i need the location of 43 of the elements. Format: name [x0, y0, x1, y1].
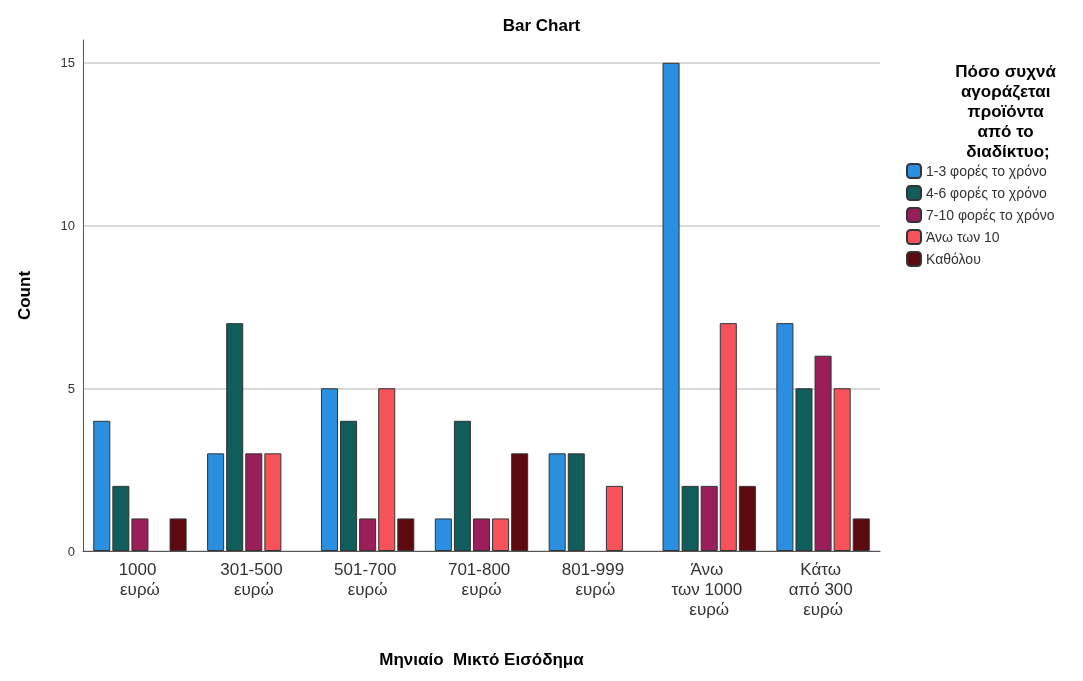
bar: [567, 453, 585, 551]
chart-title: Bar Chart: [502, 16, 581, 35]
y-axis-title: Count: [15, 270, 34, 321]
bar: [548, 453, 566, 551]
x-axis-title: Μηνιαίο Μικτό Εισόδημα: [379, 650, 585, 669]
bar: [492, 518, 510, 551]
bar: [320, 388, 338, 551]
legend-label: Καθόλου: [926, 251, 981, 267]
bar: [93, 420, 111, 551]
bar: [605, 485, 623, 551]
bar: [738, 485, 756, 551]
bar: [434, 518, 452, 551]
bar: [169, 518, 187, 551]
bar: [453, 420, 471, 551]
y-tick-label: 0: [67, 543, 75, 559]
bar: [264, 453, 282, 551]
x-tick-label: Κάτω από 300 ευρώ: [788, 559, 858, 619]
bar: [397, 518, 415, 551]
x-tick-label: 701-800 ευρώ: [447, 559, 516, 599]
bar: [511, 453, 529, 551]
legend-title: Πόσο συχνά αγοράζεται προϊόντα από το διαδίκτυο;: [955, 61, 1061, 161]
bar: [852, 518, 870, 551]
bar: [226, 323, 244, 551]
legend-label: 1-3 φορές το χρόνο: [926, 163, 1047, 179]
bar: [245, 453, 263, 551]
bar: [472, 518, 491, 551]
bar: [378, 388, 396, 551]
x-tick-label: Άνω των 1000 ευρώ: [671, 559, 747, 619]
legend-label: 7-10 φορές το χρόνο: [926, 207, 1055, 223]
x-tick-label: 801-999 ευρώ: [561, 559, 629, 599]
x-tick-label: 501-700 ευρώ: [334, 559, 402, 599]
bar: [359, 518, 377, 551]
y-tick-label: 10: [60, 218, 75, 234]
legend-label: 4-6 φορές το χρόνο: [926, 185, 1047, 201]
bar: [719, 323, 737, 551]
bar: [700, 485, 718, 551]
bar: [340, 420, 358, 551]
y-tick-label: 15: [60, 55, 75, 71]
y-tick-label: 5: [67, 380, 75, 396]
bar: [207, 453, 225, 551]
x-tick-label: 1000 ευρώ: [118, 559, 162, 599]
x-tick-label: 301-500 ευρώ: [220, 559, 288, 599]
legend-label: Άνω των 10: [926, 229, 1000, 245]
